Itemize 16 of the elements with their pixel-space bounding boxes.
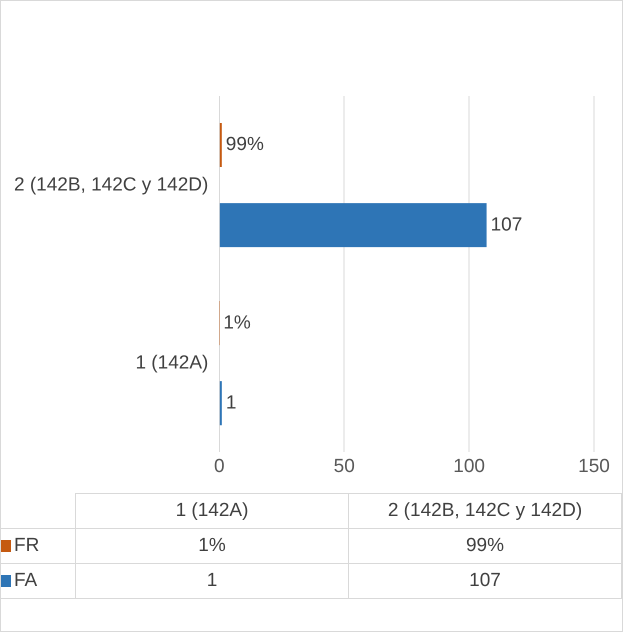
text: 1	[206, 570, 218, 591]
text: 99%	[466, 535, 504, 556]
legend-label: FR	[1, 528, 76, 564]
data-label: 107	[490, 214, 522, 236]
category-label: 1 (142A)	[176, 500, 248, 521]
data-label: 99%	[226, 134, 264, 156]
legend-label: FA	[1, 564, 76, 598]
text: 1%	[198, 535, 226, 556]
data-label: 1%	[223, 312, 251, 334]
text: 107	[469, 570, 501, 591]
x-tick-label: 50	[334, 456, 355, 477]
x-tick-label: 100	[453, 456, 485, 477]
x-tick-label: 150	[578, 456, 610, 477]
x-tick-label: 0	[214, 456, 225, 477]
category-label: 2 (142B, 142C y 142D)	[388, 500, 582, 521]
data-label: 1	[226, 392, 236, 414]
